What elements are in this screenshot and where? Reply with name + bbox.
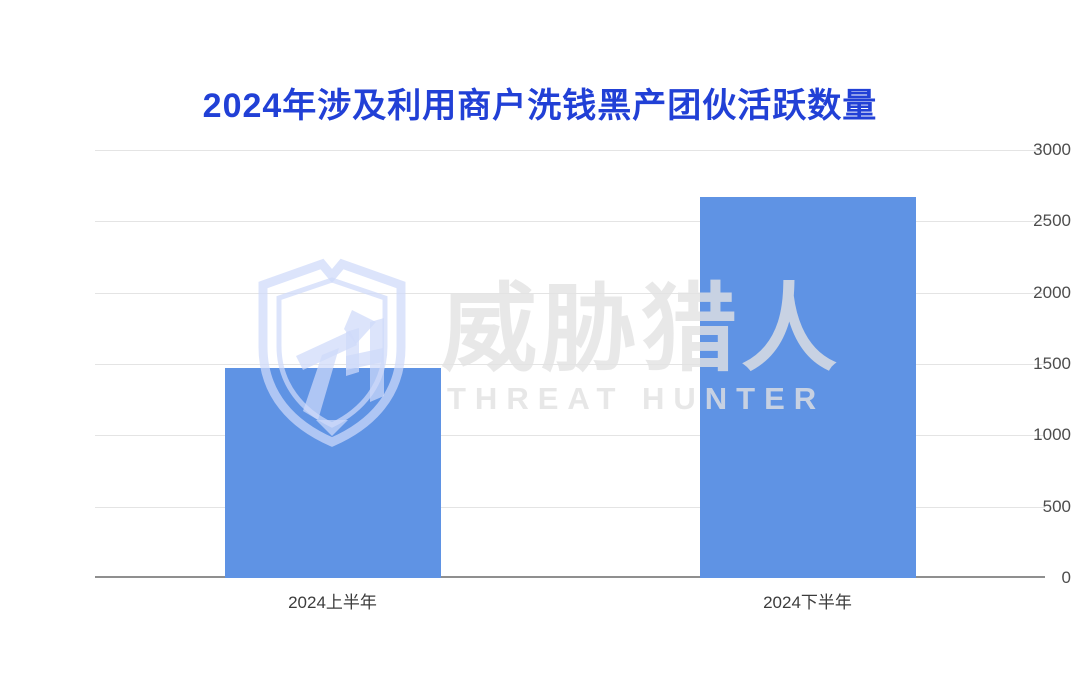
gridline bbox=[95, 435, 1045, 436]
gridline bbox=[95, 150, 1045, 151]
y-axis-tick-label: 2000 bbox=[1033, 282, 1071, 302]
y-axis-tick-label: 3000 bbox=[1033, 140, 1071, 159]
plot-area bbox=[95, 150, 1045, 578]
y-axis-tick-label: 2500 bbox=[1033, 211, 1071, 231]
bar-2024上半年 bbox=[225, 368, 441, 578]
x-axis-line bbox=[95, 576, 1045, 578]
chart-title: 2024年涉及利用商户洗钱黑产团伙活跃数量 bbox=[202, 87, 878, 125]
gridline bbox=[95, 364, 1045, 365]
y-axis-tick-label: 1000 bbox=[1033, 425, 1071, 445]
y-axis-tick-label: 0 bbox=[1061, 568, 1071, 587]
x-axis-category-label: 2024上半年 bbox=[288, 593, 377, 612]
gridline bbox=[95, 293, 1045, 294]
y-axis-tick-label: 500 bbox=[1042, 496, 1071, 516]
gridline bbox=[95, 507, 1045, 508]
x-axis-category-label: 2024下半年 bbox=[763, 593, 852, 612]
y-axis-tick-label: 1500 bbox=[1033, 354, 1071, 373]
gridline bbox=[95, 221, 1045, 222]
bar-2024下半年 bbox=[700, 197, 916, 578]
